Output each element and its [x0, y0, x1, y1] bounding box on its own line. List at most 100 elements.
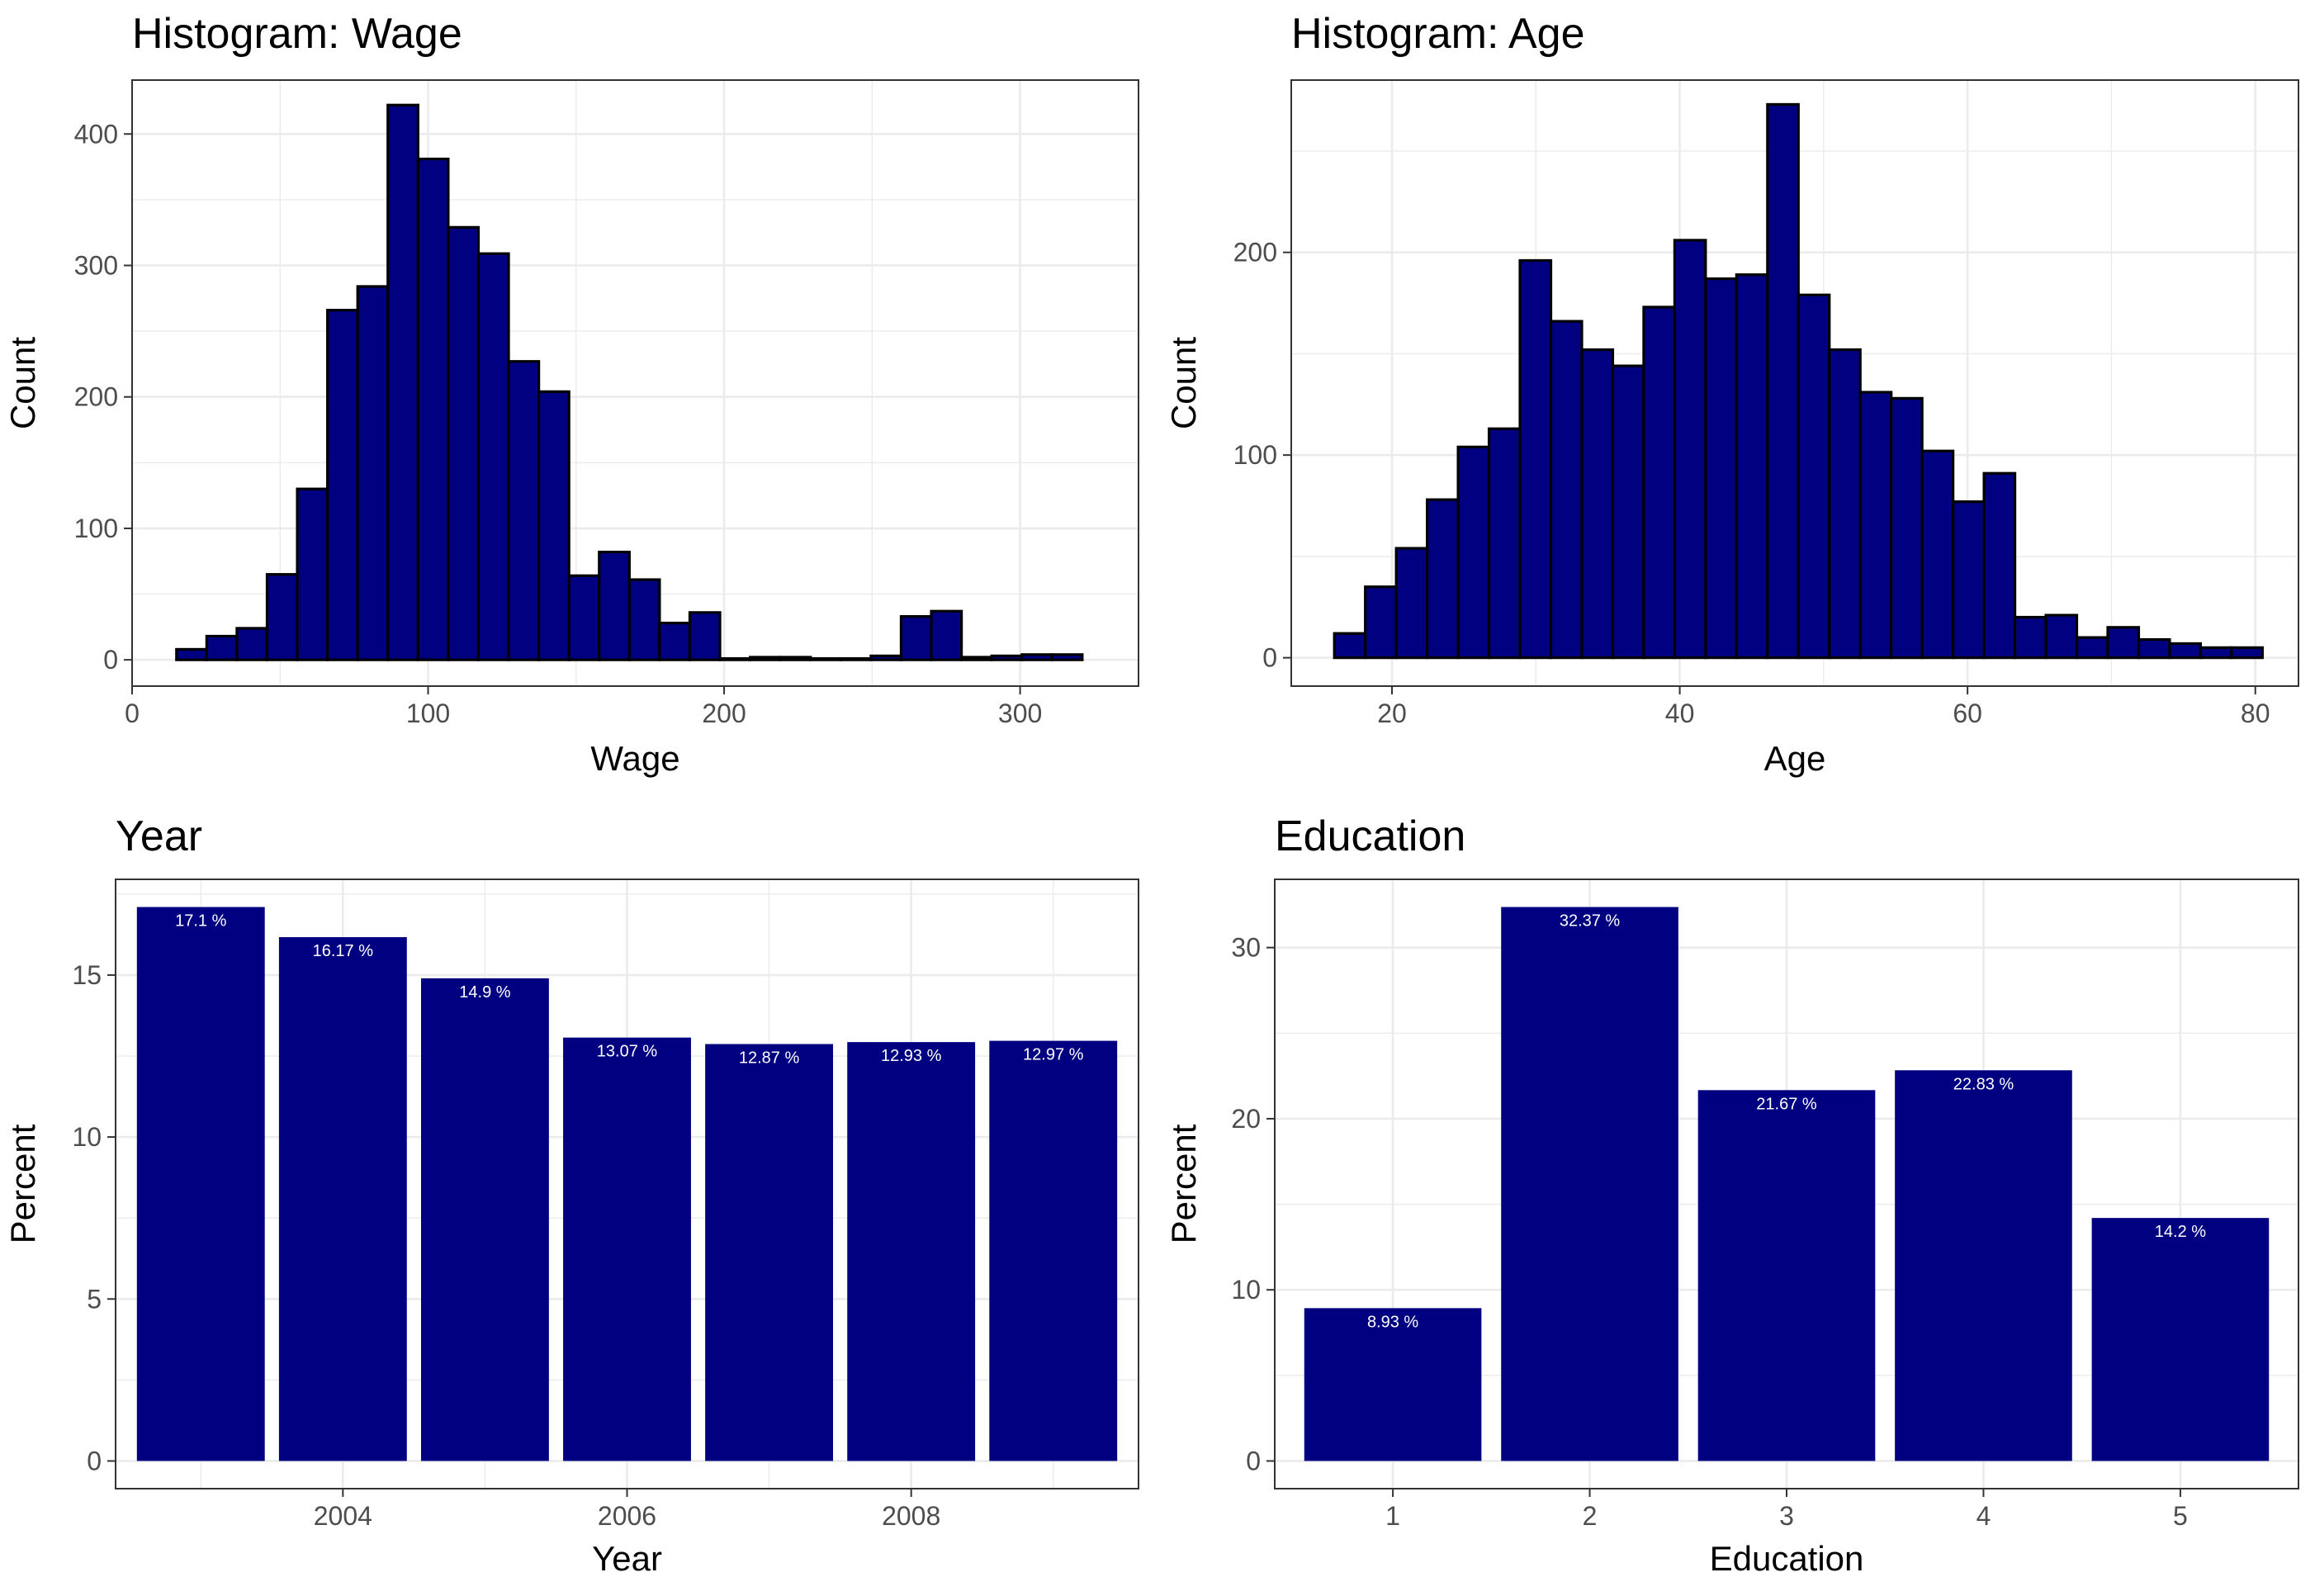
histogram-bar: [1333, 632, 1367, 660]
x-tick-label: 5: [2173, 1501, 2188, 1531]
y-tick-label: 15: [72, 960, 102, 990]
x-axis-title: Year: [592, 1539, 662, 1578]
chart-panel-1: 0 100 200 300 400 0 100 200 300 Histogram: Wage Wa…: [3, 10, 1139, 778]
histogram-bar: [1580, 348, 1615, 660]
bar: [1501, 907, 1678, 1461]
histogram-bar: [930, 609, 963, 661]
bar-value-label: 21.67 %: [1756, 1095, 1817, 1113]
y-tick-label: 0: [1262, 643, 1277, 673]
x-axis-title: Wage: [590, 739, 679, 778]
y-axis-title: Percent: [3, 1124, 42, 1243]
histogram-bar: [386, 103, 419, 661]
chart-title: Education: [1275, 812, 1465, 860]
bar: [847, 1042, 976, 1461]
histogram-bar: [416, 157, 450, 661]
histogram-bar: [2106, 626, 2141, 660]
y-axis-title: Count: [3, 337, 42, 429]
bar: [989, 1040, 1118, 1461]
x-tick-label: 1: [1385, 1501, 1400, 1531]
x-tick-label: 2006: [598, 1501, 656, 1531]
histogram-bar: [296, 487, 329, 661]
bar-value-label: 17.1 %: [175, 912, 226, 931]
bar: [1304, 1308, 1482, 1461]
histogram-bar: [627, 578, 661, 661]
bar-value-label: 16.17 %: [313, 942, 374, 960]
x-tick-label: 80: [2241, 699, 2270, 728]
histogram-bar: [1364, 585, 1398, 660]
bar: [2091, 1218, 2270, 1461]
histogram-bar: [899, 615, 933, 661]
chart-panel-4: 8.93 % 32.37 % 21.67 % 22.83 % 14.2 % 0 10 20 30…: [1164, 812, 2299, 1578]
bar-value-label: 13.07 %: [597, 1043, 658, 1061]
y-tick-label: 0: [1246, 1446, 1261, 1475]
bar: [136, 907, 265, 1461]
histogram-bar: [718, 656, 752, 661]
y-axis-title: Percent: [1164, 1124, 1203, 1243]
bar-value-label: 14.2 %: [2155, 1223, 2206, 1241]
y-tick-label: 200: [74, 382, 118, 412]
y-tick-label: 100: [1233, 440, 1277, 470]
histogram-bar: [1735, 273, 1769, 660]
histogram-bar: [688, 611, 722, 661]
histogram-bar: [2168, 642, 2202, 660]
bar-value-label: 8.93 %: [1367, 1313, 1418, 1331]
y-tick-label: 300: [74, 250, 118, 280]
histogram-bar: [658, 621, 692, 661]
histogram-bar: [869, 654, 903, 661]
bar: [1895, 1070, 2072, 1461]
y-tick-label: 20: [1231, 1104, 1261, 1134]
histogram-bar: [1611, 364, 1645, 660]
histogram-bar: [1952, 500, 1986, 660]
x-tick-label: 2004: [314, 1501, 372, 1531]
x-tick-label: 3: [1779, 1501, 1794, 1531]
bar-value-label: 22.83 %: [1953, 1075, 2014, 1093]
bar-value-label: 32.37 %: [1560, 912, 1621, 931]
x-tick-label: 4: [1977, 1501, 1991, 1531]
bar-value-label: 12.87 %: [739, 1049, 800, 1068]
y-tick-label: 30: [1231, 933, 1261, 963]
chart-panel-2: 0 100 200 20 40 60 80 Histogram: Age Age Count: [1164, 10, 2299, 778]
histogram-bar: [959, 656, 993, 661]
x-tick-label: 40: [1665, 699, 1695, 728]
bar: [705, 1044, 834, 1461]
y-tick-label: 0: [87, 1446, 102, 1475]
histogram-bar: [2013, 615, 2048, 660]
bar-value-label: 12.93 %: [881, 1047, 942, 1065]
histogram-bar: [447, 225, 481, 661]
y-tick-label: 10: [1231, 1275, 1261, 1305]
bars: [1333, 102, 2264, 660]
bar-value-label: 14.9 %: [459, 983, 510, 1002]
histogram-bar: [1050, 653, 1084, 661]
chart-title: Year: [116, 812, 202, 860]
histogram-bar: [1797, 293, 1831, 660]
chart-panel-3: 17.1 % 16.17 % 14.9 % 13.07 % 12.87 % 12.93 %…: [3, 812, 1139, 1578]
histogram-bar: [2199, 646, 2233, 660]
bar: [278, 937, 407, 1461]
histogram-bar: [1487, 427, 1522, 660]
histogram-bar: [1858, 391, 1893, 660]
histogram-bar: [2044, 613, 2079, 660]
x-tick-label: 60: [1953, 699, 1982, 728]
histogram-bar: [265, 573, 299, 661]
x-axis-title: Age: [1764, 739, 1826, 778]
bars: [136, 907, 1118, 1461]
x-tick-label: 0: [125, 699, 140, 728]
bar: [1697, 1090, 1876, 1461]
bar: [420, 978, 549, 1461]
x-tick-label: 300: [998, 699, 1042, 728]
panel-border: [1290, 79, 2299, 687]
histogram-bar: [1456, 445, 1491, 660]
y-tick-label: 100: [74, 514, 118, 543]
chart-title: Histogram: Age: [1291, 10, 1585, 58]
x-tick-label: 100: [406, 699, 450, 728]
histogram-bar: [2230, 646, 2264, 660]
x-tick-label: 2: [1583, 1501, 1598, 1531]
histogram-bar: [1020, 653, 1053, 661]
histogram-bar: [809, 656, 842, 661]
histogram-bar: [1673, 239, 1707, 660]
histogram-bar: [1982, 471, 2017, 660]
histogram-bar: [2075, 636, 2109, 660]
histogram-bar: [1518, 258, 1553, 660]
histogram-bar: [1890, 396, 1924, 660]
histogram-bar: [779, 656, 812, 661]
